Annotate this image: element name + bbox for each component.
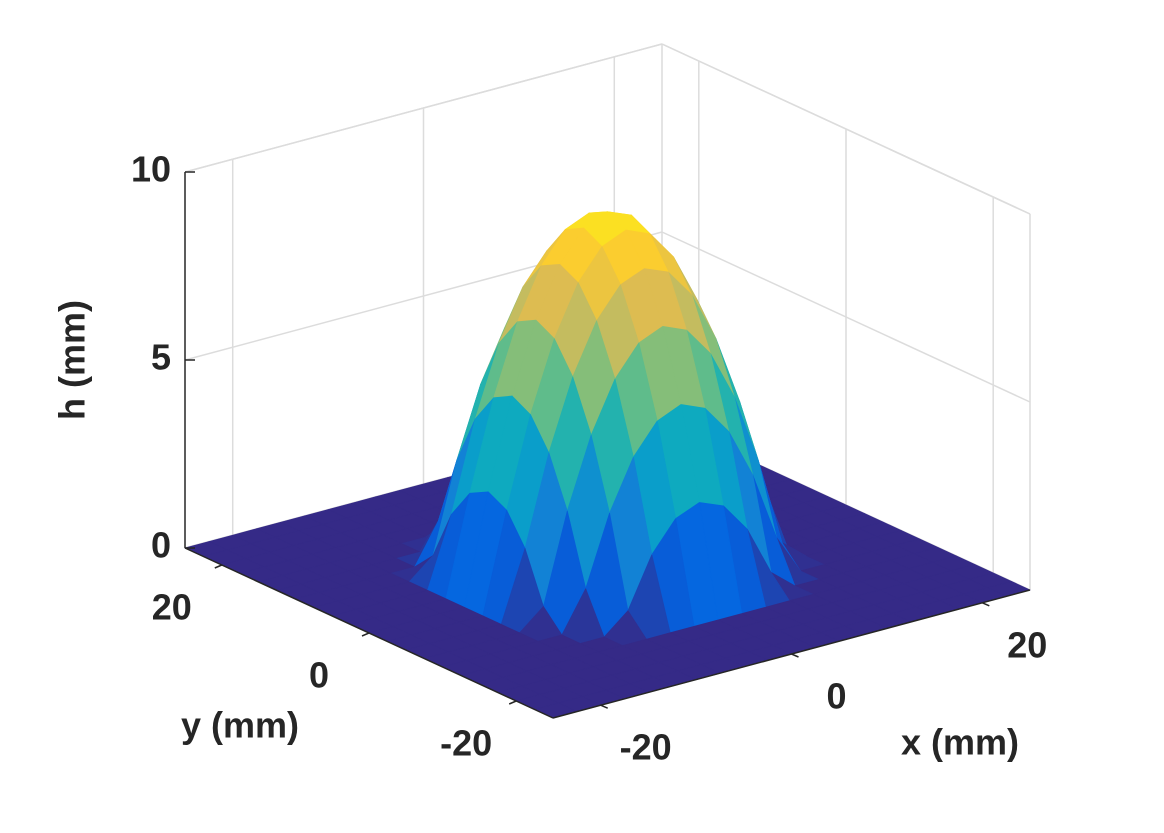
z-tick-label: 5 — [151, 337, 171, 378]
y-tick — [361, 632, 370, 637]
x-tick-label: 0 — [826, 676, 846, 717]
x-axis-label: x (mm) — [901, 722, 1019, 763]
layer — [184, 211, 1031, 719]
x-tick-label: 20 — [1007, 624, 1047, 665]
layer: 0 5 10 -20 0 20 -20 0 20 — [131, 149, 1047, 768]
z-tick-label: 0 — [151, 525, 171, 566]
z-tick-label: 10 — [131, 149, 171, 190]
y-tick-label: -20 — [440, 723, 492, 764]
z-axis-label: h (mm) — [52, 300, 93, 420]
y-axis-label: y (mm) — [181, 705, 299, 746]
x-tick — [791, 653, 799, 658]
x-tick-label: -20 — [620, 727, 672, 768]
y-tick-label: 20 — [152, 587, 192, 628]
y-tick — [508, 700, 517, 705]
x-tick — [982, 602, 990, 607]
y-tick — [214, 564, 223, 569]
y-tick-label: 0 — [309, 655, 329, 696]
x-tick — [600, 704, 608, 709]
